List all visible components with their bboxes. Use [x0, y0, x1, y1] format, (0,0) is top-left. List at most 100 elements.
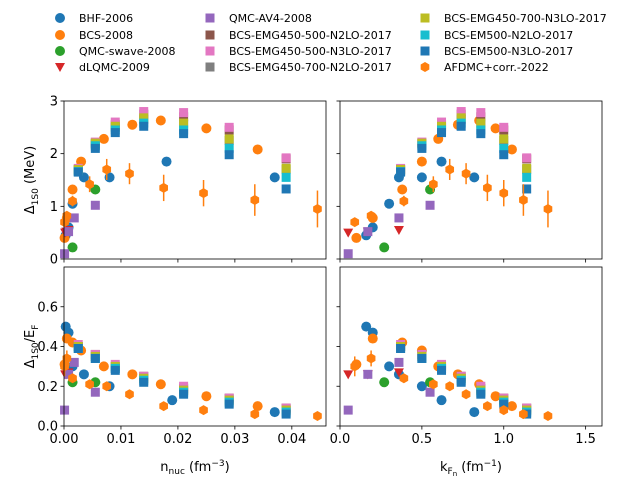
data-point — [476, 108, 486, 118]
data-point — [483, 401, 492, 412]
data-point — [429, 179, 438, 190]
axes-frame — [63, 266, 327, 427]
data-point — [102, 164, 112, 175]
data-point — [469, 407, 480, 418]
data-point — [363, 227, 373, 237]
legend-entry: BCS-EM500-N2LO-2017 — [420, 29, 573, 42]
data-point — [90, 353, 100, 363]
data-point — [394, 213, 404, 223]
legend-label: BCS-EMG450-500-N3LO-2017 — [229, 45, 392, 58]
data-point — [396, 343, 406, 353]
data-point — [159, 182, 168, 193]
data-point — [393, 368, 404, 378]
data-point — [483, 182, 492, 193]
data-point — [224, 143, 234, 153]
legend-entry: QMC-AV4-2008 — [205, 12, 312, 25]
legend-label: QMC-AV4-2008 — [229, 12, 312, 25]
data-point — [224, 399, 234, 409]
data-point — [366, 210, 376, 221]
legend-entry: BCS-2008 — [55, 29, 133, 42]
data-point — [85, 179, 94, 190]
data-point — [64, 369, 74, 379]
x-axis-label: kFn (fm−1) — [440, 459, 502, 478]
y-tick-label: 0.2 — [37, 380, 58, 395]
data-point — [425, 387, 435, 397]
data-point — [155, 115, 166, 126]
data-point — [62, 353, 72, 364]
legend-marker-icon — [55, 46, 65, 56]
data-point — [384, 361, 395, 372]
data-point — [179, 108, 189, 118]
x-tick-label: 1.5 — [575, 432, 596, 447]
data-point — [399, 373, 409, 384]
data-point — [179, 389, 189, 399]
x-axis-label: nnuc (fm−3) — [160, 459, 229, 477]
data-point — [461, 389, 471, 400]
data-point — [363, 369, 373, 379]
legend-marker-icon — [205, 46, 215, 56]
data-point — [350, 361, 360, 372]
data-point — [499, 150, 509, 160]
data-point — [476, 389, 486, 399]
legend-label: BCS-EMG450-700-N2LO-2017 — [229, 61, 392, 74]
data-point — [73, 343, 83, 353]
data-point — [366, 353, 376, 364]
data-point — [139, 121, 149, 131]
legend-entry: AFDMC+corr.-2022 — [420, 61, 549, 74]
data-point — [399, 196, 409, 207]
data-point — [476, 118, 486, 128]
data-point — [60, 405, 70, 415]
data-point — [269, 407, 280, 418]
legend: BHF-2006 BCS-2008 QMC-swave-2008 dLQMC-2009… — [55, 12, 607, 74]
legend-entry: BCS-EMG450-700-N2LO-2017 — [205, 61, 392, 74]
data-point — [396, 167, 406, 177]
data-points — [59, 321, 322, 422]
data-point — [73, 167, 83, 177]
data-point — [201, 391, 212, 402]
data-point — [519, 409, 528, 420]
legend-entry: BCS-EMG450-700-N3LO-2017 — [420, 12, 607, 25]
axes-frame — [339, 100, 603, 260]
data-point — [68, 373, 77, 384]
data-point — [60, 249, 70, 259]
data-point — [445, 381, 455, 392]
x-tick-label: 0.00 — [50, 432, 79, 447]
data-point — [522, 153, 532, 163]
data-point — [250, 195, 260, 206]
legend-label: BCS-EM500-N3LO-2017 — [444, 45, 573, 58]
data-point — [139, 107, 149, 117]
data-point — [167, 395, 178, 406]
data-point — [343, 249, 353, 259]
legend-marker-icon — [420, 62, 430, 72]
y-tick-label: 3 — [50, 95, 58, 110]
data-point — [224, 122, 234, 132]
data-point — [543, 411, 553, 422]
data-point — [522, 172, 532, 182]
x-tick-label: 0.04 — [277, 432, 306, 447]
data-point — [110, 365, 120, 375]
legend-entry: BCS-EMG450-500-N3LO-2017 — [205, 45, 392, 58]
legend-entry: BCS-EMG450-500-N2LO-2017 — [205, 29, 392, 42]
legend-label: BCS-EMG450-500-N2LO-2017 — [229, 29, 392, 42]
data-point — [506, 144, 517, 155]
data-point — [69, 357, 79, 367]
legend-marker-icon — [55, 30, 65, 40]
data-point — [469, 172, 480, 183]
legend-label: BCS-2008 — [79, 29, 133, 42]
data-point — [456, 377, 466, 387]
y-tick-label: 0.4 — [37, 340, 58, 355]
data-point — [98, 133, 109, 144]
data-point — [506, 401, 517, 412]
data-point — [281, 184, 291, 194]
y-tick-label: 1 — [50, 200, 58, 215]
data-point — [161, 156, 172, 167]
data-point — [159, 401, 168, 412]
data-point — [416, 381, 427, 392]
data-point — [199, 405, 208, 416]
legend-marker-icon — [420, 30, 430, 40]
data-points — [59, 107, 322, 259]
data-point — [490, 391, 501, 402]
axes-frame — [63, 100, 327, 260]
data-point — [127, 369, 138, 380]
data-point — [125, 389, 134, 400]
